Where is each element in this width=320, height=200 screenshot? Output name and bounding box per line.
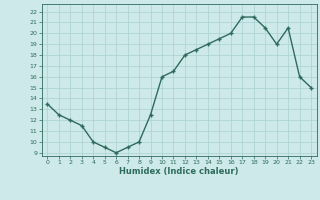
X-axis label: Humidex (Indice chaleur): Humidex (Indice chaleur) bbox=[119, 167, 239, 176]
